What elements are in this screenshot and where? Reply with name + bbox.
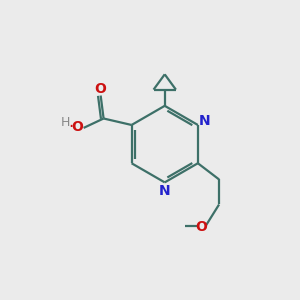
Text: ·: · [68, 118, 73, 136]
Text: O: O [95, 82, 106, 96]
Text: N: N [159, 184, 170, 198]
Text: O: O [71, 120, 83, 134]
Text: H: H [61, 116, 70, 129]
Text: N: N [199, 114, 211, 128]
Text: O: O [195, 220, 207, 234]
